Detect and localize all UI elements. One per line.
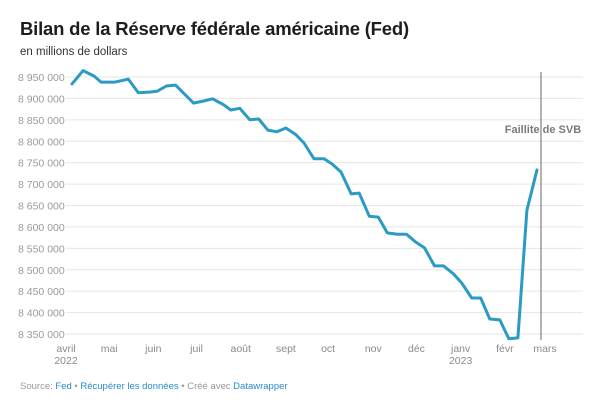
x-tick-year-label: 2023 <box>449 355 473 367</box>
x-tick-label: juil <box>189 343 203 355</box>
y-tick-label: 8 950 000 <box>18 72 65 84</box>
x-tick-label: juin <box>144 343 162 355</box>
y-tick-label: 8 800 000 <box>18 136 65 148</box>
y-tick-label: 8 650 000 <box>18 201 65 213</box>
x-tick-label: avril <box>56 343 75 355</box>
datawrapper-link[interactable]: Datawrapper <box>233 381 288 392</box>
created-label: Créé avec <box>187 381 231 392</box>
x-tick-label: févr <box>496 343 514 355</box>
x-tick-label: janv <box>450 343 471 355</box>
x-tick-label: nov <box>365 343 383 355</box>
y-tick-label: 8 350 000 <box>18 329 65 341</box>
y-tick-label: 8 850 000 <box>18 115 65 127</box>
source-link[interactable]: Fed <box>55 381 72 392</box>
y-tick-label: 8 550 000 <box>18 243 65 255</box>
separator: • <box>74 381 78 392</box>
y-tick-label: 8 400 000 <box>18 308 65 320</box>
y-tick-label: 8 450 000 <box>18 286 65 298</box>
x-tick-label: mars <box>533 343 556 355</box>
y-tick-label: 8 700 000 <box>18 179 65 191</box>
source-label: Source: <box>20 381 53 392</box>
footer: Source: Fed • Récupérer les données • Cr… <box>20 381 288 392</box>
gridlines <box>66 76 583 335</box>
x-tick-label: août <box>231 343 252 355</box>
x-tick-label: déc <box>408 343 425 355</box>
x-tick-label: oct <box>321 343 335 355</box>
y-axis: 8 950 000 8 900 000 8 850 000 8 800 000 8 75… <box>18 72 65 341</box>
annotations: Faillite de SVB <box>505 72 581 340</box>
chart-title: Bilan de la Réserve fédérale américaine … <box>20 18 409 39</box>
y-tick-label: 8 500 000 <box>18 265 65 277</box>
series-line <box>70 69 539 341</box>
x-tick-year-label: 2022 <box>54 355 78 367</box>
series <box>70 69 539 341</box>
x-tick-label: mai <box>101 343 118 355</box>
download-data-link[interactable]: Récupérer les données <box>80 381 179 392</box>
y-tick-label: 8 600 000 <box>18 222 65 234</box>
y-tick-label: 8 900 000 <box>18 93 65 105</box>
chart-subtitle: en millions de dollars <box>20 46 128 58</box>
y-tick-label: 8 750 000 <box>18 158 65 170</box>
separator: • <box>181 381 185 392</box>
svb-annotation-label: Faillite de SVB <box>505 124 581 136</box>
x-tick-label: sept <box>276 343 296 355</box>
